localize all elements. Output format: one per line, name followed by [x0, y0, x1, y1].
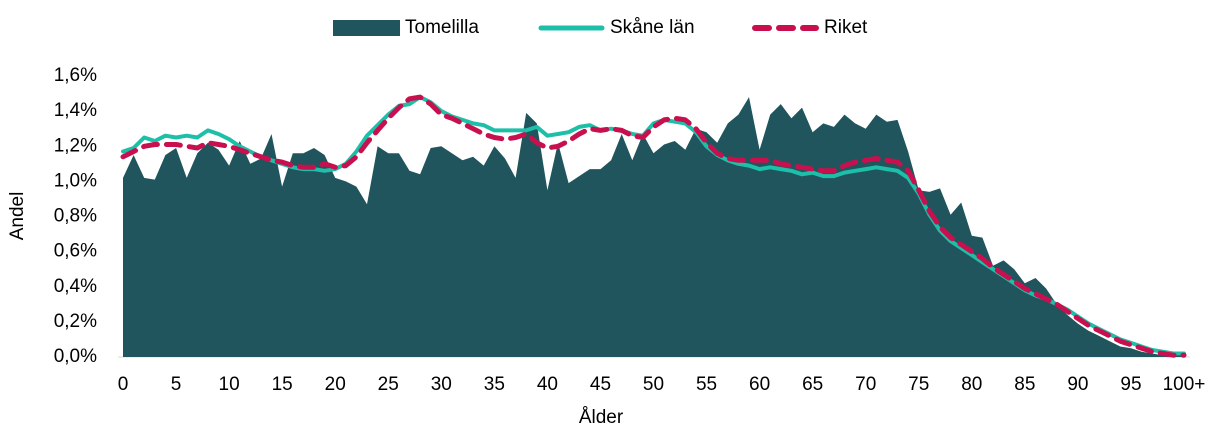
x-axis-title: Ålder [579, 407, 624, 428]
x-tick-label: 80 [961, 374, 982, 395]
y-tick-label: 0,4% [54, 276, 97, 297]
x-tick-label: 100+ [1163, 374, 1206, 395]
x-tick-label: 50 [643, 374, 664, 395]
x-tick-label: 75 [908, 374, 929, 395]
y-tick-label: 0,0% [54, 346, 97, 367]
x-tick-label: 65 [802, 374, 823, 395]
x-tick-label: 35 [484, 374, 505, 395]
legend-label: Tomelilla [405, 17, 479, 38]
x-tick-label: 40 [537, 374, 558, 395]
legend-label: Riket [824, 17, 868, 38]
x-tick-label: 95 [1120, 374, 1141, 395]
y-tick-label: 1,0% [54, 170, 97, 191]
x-tick-label: 90 [1067, 374, 1088, 395]
x-tick-label: 25 [378, 374, 399, 395]
y-tick-label: 1,4% [54, 100, 97, 121]
x-tick-label: 85 [1014, 374, 1035, 395]
y-tick-label: 0,2% [54, 311, 97, 332]
x-tick-label: 10 [219, 374, 240, 395]
x-tick-label: 45 [590, 374, 611, 395]
x-tick-label: 15 [272, 374, 293, 395]
legend-swatch [333, 20, 400, 36]
legend-label: Skåne län [610, 17, 695, 38]
x-tick-label: 30 [431, 374, 452, 395]
y-tick-label: 0,8% [54, 206, 97, 227]
line [120, 94, 1187, 358]
y-tick-label: 1,6% [54, 65, 97, 86]
x-tick-label: 5 [171, 374, 182, 395]
x-tick-label: 70 [855, 374, 876, 395]
area [123, 97, 1184, 357]
x-tick-label: 60 [749, 374, 770, 395]
x-tick-label: 0 [118, 374, 129, 395]
x-tick-label: 55 [696, 374, 717, 395]
y-tick-label: 1,2% [54, 135, 97, 156]
x-tick-label: 20 [325, 374, 346, 395]
y-tick-label: 0,6% [54, 241, 97, 262]
y-axis-title: Andel [7, 192, 28, 241]
